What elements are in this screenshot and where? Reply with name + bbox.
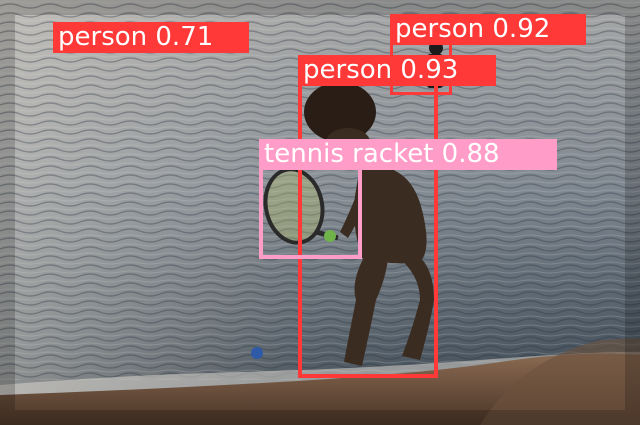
detection-label: person 0.93 [298,55,496,86]
detection-label: person 0.92 [390,14,586,45]
detection-label: tennis racket 0.88 [259,139,557,170]
detection-label: person 0.71 [53,22,249,53]
